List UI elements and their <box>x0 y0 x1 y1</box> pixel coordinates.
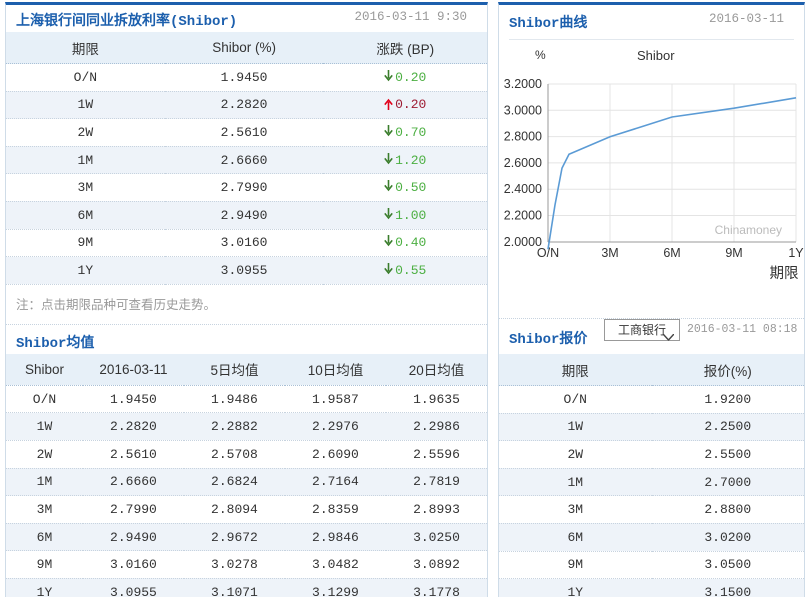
svg-text:6M: 6M <box>663 246 680 260</box>
svg-text:2.2000: 2.2000 <box>504 209 542 223</box>
svg-text:2.6000: 2.6000 <box>504 156 542 170</box>
svg-text:3.2000: 3.2000 <box>504 77 542 91</box>
svg-text:2.8000: 2.8000 <box>504 130 542 144</box>
svg-text:Chinamoney: Chinamoney <box>715 223 782 237</box>
svg-text:3M: 3M <box>601 246 618 260</box>
svg-text:3.0000: 3.0000 <box>504 103 542 117</box>
svg-text:2.4000: 2.4000 <box>504 182 542 196</box>
svg-text:9M: 9M <box>725 246 742 260</box>
svg-text:期限: 期限 <box>770 265 799 282</box>
svg-text:1Y: 1Y <box>788 246 804 260</box>
